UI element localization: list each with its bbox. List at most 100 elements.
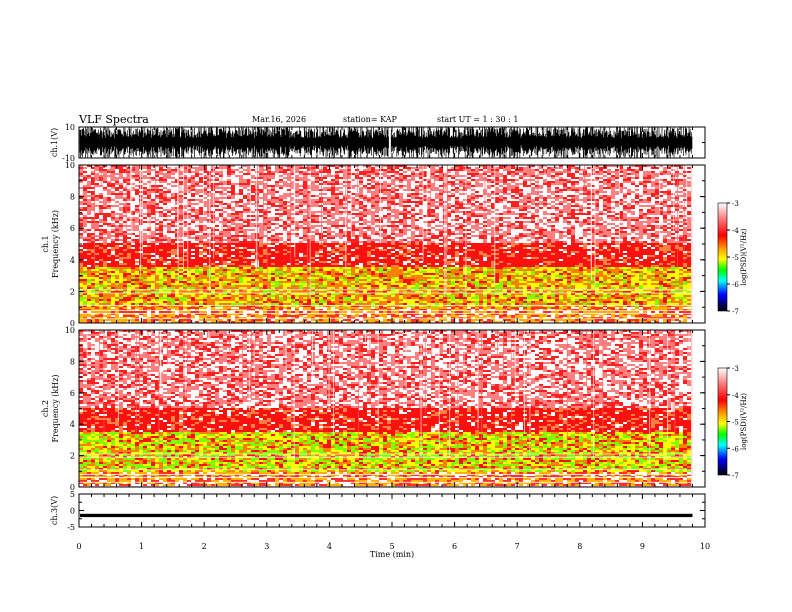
spectrogram-cell bbox=[311, 179, 315, 181]
spectrogram-cell bbox=[327, 187, 331, 189]
spectrogram-cell bbox=[159, 173, 163, 175]
spectrogram-cell bbox=[143, 185, 147, 187]
spectrogram-cell bbox=[407, 167, 411, 169]
spectrogram-cell bbox=[323, 175, 327, 177]
spectrogram-cell bbox=[323, 183, 327, 185]
spectrogram-cell bbox=[531, 169, 535, 171]
spectrogram-cell bbox=[367, 187, 371, 189]
spectrogram-cell bbox=[399, 169, 403, 171]
spectrogram-cell bbox=[159, 179, 163, 181]
spectrogram-cell bbox=[467, 185, 471, 187]
spectrogram-cell bbox=[459, 177, 463, 179]
spectrogram-cell bbox=[587, 169, 591, 171]
spectrogram-cell bbox=[575, 175, 579, 177]
spectrogram-cell bbox=[671, 183, 675, 185]
spectrogram-cell bbox=[435, 185, 439, 187]
spectrogram-cell bbox=[535, 171, 539, 173]
spectrogram-cell bbox=[495, 167, 499, 169]
spectrogram-cell bbox=[687, 179, 691, 181]
spectrogram-cell bbox=[595, 171, 599, 173]
spectrogram-cell bbox=[363, 183, 367, 185]
spectrogram-cell bbox=[459, 173, 463, 175]
spectrogram-cell bbox=[163, 183, 167, 185]
spectrogram-cell bbox=[95, 187, 99, 189]
spectrogram-cell bbox=[507, 185, 511, 187]
spectrogram-cell bbox=[135, 185, 139, 187]
spectrogram-cell bbox=[335, 171, 339, 173]
spectrogram-cell bbox=[535, 167, 539, 169]
spectrogram-cell bbox=[135, 179, 139, 181]
spectrogram-cell bbox=[383, 179, 387, 181]
spectrogram-cell bbox=[87, 177, 91, 179]
spectrogram-cell bbox=[407, 185, 411, 187]
spectrogram-cell bbox=[231, 185, 235, 187]
spectrogram-cell bbox=[111, 173, 115, 175]
spectrogram-cell bbox=[471, 187, 475, 189]
spectrogram-cell bbox=[375, 171, 379, 173]
spectrogram-cell bbox=[495, 169, 499, 171]
spectrogram-cell bbox=[567, 183, 571, 185]
spectrogram-cell bbox=[607, 173, 611, 175]
spectrogram-cell bbox=[559, 177, 563, 179]
spectrogram-cell bbox=[215, 175, 219, 177]
spectrogram-cell bbox=[595, 183, 599, 185]
spectrogram-cell bbox=[559, 181, 563, 183]
spectrogram-cell bbox=[535, 175, 539, 177]
spectrogram-cell bbox=[675, 175, 679, 177]
spectrogram-cell bbox=[279, 171, 283, 173]
spectrogram-cell bbox=[167, 181, 171, 183]
spectrogram-cell bbox=[583, 167, 587, 169]
spectrogram-cell bbox=[231, 183, 235, 185]
spectrogram-cell bbox=[455, 187, 459, 189]
spectrogram-cell bbox=[587, 185, 591, 187]
spectrogram-cell bbox=[675, 185, 679, 187]
spectrogram-cell bbox=[343, 171, 347, 173]
spectrogram-cell bbox=[467, 169, 471, 171]
spectrogram-cell bbox=[595, 185, 599, 187]
spectrogram-cell bbox=[163, 169, 167, 171]
spectrogram-cell bbox=[143, 173, 147, 175]
spectrogram-cell bbox=[159, 187, 163, 189]
spectrogram-cell bbox=[571, 183, 575, 185]
spectrogram-cell bbox=[411, 167, 415, 169]
spectrogram-cell bbox=[343, 167, 347, 169]
spectrogram-cell bbox=[407, 169, 411, 171]
spectrogram-cell bbox=[239, 187, 243, 189]
spectrogram-cell bbox=[383, 183, 387, 185]
spectrogram-cell bbox=[671, 177, 675, 179]
spectrogram-cell bbox=[335, 169, 339, 171]
spectrogram-cell bbox=[679, 185, 683, 187]
spectrogram-cell bbox=[195, 187, 199, 189]
spectrogram-cell bbox=[615, 171, 619, 173]
spectrogram-cell bbox=[579, 171, 583, 173]
spectrogram-cell bbox=[227, 175, 231, 177]
spectrogram-cell bbox=[283, 175, 287, 177]
spectrogram-cell bbox=[587, 167, 591, 169]
spectrogram-cell bbox=[655, 185, 659, 187]
spectrogram-cell bbox=[391, 171, 395, 173]
spectrogram-cell bbox=[391, 183, 395, 185]
spectrogram-cell bbox=[275, 175, 279, 177]
spectrogram-cell bbox=[671, 179, 675, 181]
spectrogram-cell bbox=[143, 177, 147, 179]
spectrogram-cell bbox=[215, 183, 219, 185]
spectrogram-cell bbox=[363, 179, 367, 181]
spectrogram-cell bbox=[499, 175, 503, 177]
spectrogram-cell bbox=[227, 183, 231, 185]
spectrogram-cell bbox=[575, 183, 579, 185]
spectrogram-cell bbox=[87, 171, 91, 173]
spectrogram-cell bbox=[451, 177, 455, 179]
spectrogram-cell bbox=[275, 167, 279, 169]
spectrogram-cell bbox=[363, 175, 367, 177]
spectrogram-cell bbox=[475, 177, 479, 179]
spectrogram-cell bbox=[211, 167, 215, 169]
spectrogram-cell bbox=[359, 181, 363, 183]
spectrogram-cell bbox=[167, 177, 171, 179]
spectrogram-cell bbox=[631, 167, 635, 169]
spectrogram-cell bbox=[227, 171, 231, 173]
spectrogram-cell bbox=[283, 169, 287, 171]
spectrogram-cell bbox=[415, 171, 419, 173]
spectrogram-cell bbox=[531, 177, 535, 179]
spectrogram-cell bbox=[495, 187, 499, 189]
spectrogram-cell bbox=[239, 173, 243, 175]
